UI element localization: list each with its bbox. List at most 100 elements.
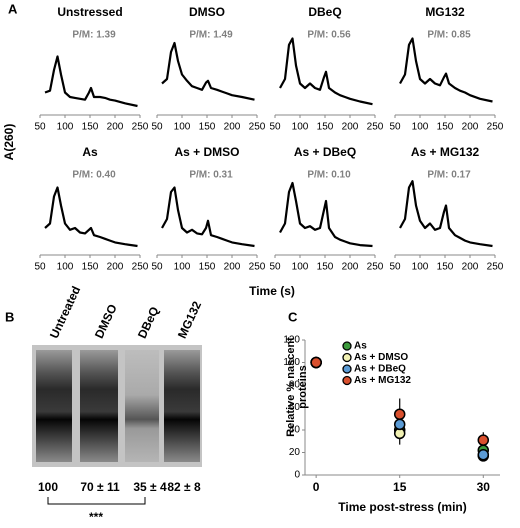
annotation: P/M: 0.17 — [427, 170, 471, 181]
x-tick-label: 100 — [174, 262, 191, 273]
x-tick-label: 250 — [249, 262, 266, 273]
x-tick-label: 250 — [487, 262, 504, 273]
y-tick-label: 80 — [289, 380, 301, 391]
x-tick-label: 50 — [151, 122, 163, 133]
y-tick-label: 40 — [289, 425, 301, 436]
x-tick-label: 30 — [477, 480, 491, 494]
x-tick-label: 100 — [292, 262, 309, 273]
x-tick-label: 200 — [462, 122, 479, 133]
chart-title: MG132 — [425, 5, 465, 19]
x-tick-label: 50 — [269, 122, 281, 133]
quantity-label: 100 — [38, 480, 58, 494]
x-tick-label: 250 — [249, 122, 266, 133]
quantity-label: 82 ± 8 — [167, 480, 201, 494]
annotation: P/M: 0.56 — [307, 30, 351, 41]
profile-line — [279, 181, 373, 248]
gel-lane — [36, 350, 72, 462]
x-tick-label: 150 — [317, 262, 334, 273]
legend-label: As — [354, 341, 367, 352]
x-tick-label: 250 — [132, 262, 149, 273]
x-tick-label: 150 — [82, 122, 99, 133]
x-tick-label: 100 — [292, 122, 309, 133]
x-tick-label: 100 — [412, 122, 429, 133]
lane-label: MG132 — [175, 299, 204, 341]
profile-line — [399, 180, 493, 248]
annotation: P/M: 1.49 — [189, 30, 233, 41]
chart-title: As + DMSO — [174, 145, 239, 159]
chart-title: DBeQ — [308, 5, 341, 19]
x-tick-label: 200 — [224, 262, 241, 273]
legend-label: As + DMSO — [354, 352, 408, 363]
profile-line — [44, 186, 138, 248]
x-tick-label: 200 — [107, 122, 124, 133]
significance-bracket — [47, 497, 146, 505]
profile-line — [279, 37, 373, 106]
x-tick-label: 100 — [174, 122, 191, 133]
legend-label: As + MG132 — [354, 375, 411, 386]
panel-label: B — [5, 309, 14, 324]
point — [477, 449, 490, 461]
x-tick-label: 150 — [199, 262, 216, 273]
x-tick-label: 250 — [367, 122, 384, 133]
gel-lane — [164, 350, 200, 462]
x-tick-label: 200 — [224, 122, 241, 133]
x-tick-label: 150 — [437, 262, 454, 273]
legend-marker — [342, 352, 352, 363]
y-tick-label: 60 — [289, 402, 301, 413]
x-tick-label: 200 — [342, 262, 359, 273]
chart-title: Unstressed — [57, 5, 122, 19]
profile-line — [44, 55, 138, 108]
point — [393, 418, 406, 431]
y-tick-label: 20 — [289, 447, 301, 458]
chart-title: As — [82, 145, 98, 159]
x-tick-label: 50 — [269, 262, 281, 273]
x-tick-label: 250 — [132, 122, 149, 133]
annotation: P/M: 0.85 — [427, 30, 471, 41]
legend-marker — [342, 375, 352, 386]
chart-title: As + DBeQ — [294, 145, 356, 159]
x-tick-label: 50 — [389, 122, 401, 133]
x-tick-label: 150 — [437, 122, 454, 133]
x-tick-label: 50 — [151, 262, 163, 273]
legend-marker — [342, 341, 352, 351]
profile-line — [161, 41, 255, 101]
annotation: P/M: 1.39 — [72, 30, 116, 41]
profile-line — [161, 186, 255, 248]
y-tick-label: 100 — [283, 357, 300, 368]
x-tick-label: 15 — [393, 480, 407, 494]
x-tick-label: 50 — [34, 122, 46, 133]
y-axis-label: Relative % nascent proteins — [285, 337, 309, 437]
x-tick-label: 0 — [313, 480, 320, 494]
annotation: P/M: 0.10 — [307, 170, 351, 181]
x-tick-label: 50 — [34, 262, 46, 273]
point — [310, 356, 322, 369]
gel: *** — [32, 345, 202, 524]
annotation: P/M: 0.40 — [72, 170, 116, 181]
x-tick-label: 200 — [462, 262, 479, 273]
x-axis-label: Time (s) — [249, 284, 295, 298]
x-tick-label: 250 — [367, 262, 384, 273]
chart-title: As + MG132 — [411, 145, 480, 159]
y-tick-label: 120 — [283, 335, 300, 346]
point — [393, 408, 406, 420]
x-tick-label: 100 — [412, 262, 429, 273]
x-tick-label: 150 — [317, 122, 334, 133]
lane-label: DBeQ — [135, 304, 162, 340]
quantity-label: 35 ± 4 — [133, 480, 167, 494]
quantity-label: 70 ± 11 — [80, 480, 120, 494]
legend-marker — [342, 364, 352, 374]
x-tick-label: 200 — [107, 262, 124, 273]
legend-label: As + DBeQ — [354, 364, 406, 375]
x-tick-label: 100 — [57, 122, 74, 133]
chart-title: DMSO — [189, 5, 225, 19]
lane-label: DMSO — [92, 302, 120, 341]
y-tick-label: 0 — [294, 470, 300, 481]
panel-label: A — [8, 1, 18, 16]
x-tick-label: 250 — [487, 122, 504, 133]
x-axis-label: Time post-stress (min) — [338, 500, 466, 514]
gel-lane — [125, 350, 159, 462]
x-tick-label: 50 — [389, 262, 401, 273]
panel-label: C — [288, 309, 298, 324]
